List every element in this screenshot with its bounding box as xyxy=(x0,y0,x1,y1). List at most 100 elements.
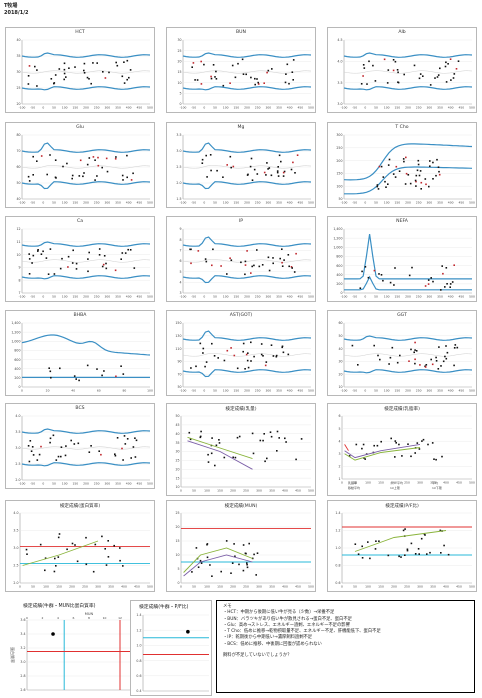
chart-pf-ratio: 1.4 1.2 1.0 0.8 0.6 0 50 100 150 200 250 300 350 400 4… xyxy=(327,500,477,592)
tick-label: 15 xyxy=(175,539,179,543)
tick-label: 50 xyxy=(338,334,342,338)
tick-label: 0 xyxy=(177,581,179,585)
data-point xyxy=(238,435,241,438)
tick-label: 0 xyxy=(341,585,343,589)
data-point xyxy=(410,348,412,351)
data-point xyxy=(440,365,442,367)
data-point xyxy=(246,562,248,564)
data-point xyxy=(403,73,405,76)
data-point xyxy=(100,453,102,456)
data-point xyxy=(234,456,237,459)
data-point xyxy=(249,165,252,168)
tick-label: 12 xyxy=(118,616,122,620)
tick-label: 0 xyxy=(42,201,44,205)
data-point xyxy=(380,274,383,276)
tick-label: 50 xyxy=(213,389,217,393)
chart-title: 検定成績(蛋白質率) xyxy=(59,504,101,509)
legend-label: 1σ下限 xyxy=(432,485,442,490)
tick-label: 150 xyxy=(56,585,62,589)
data-point xyxy=(127,248,129,251)
tick-label: 200 xyxy=(391,481,397,485)
tick-label: 150 xyxy=(336,172,342,176)
data-point xyxy=(71,174,74,177)
data-point xyxy=(114,453,116,455)
data-point xyxy=(427,283,430,285)
data-point xyxy=(433,458,435,460)
tick-label: 350 xyxy=(430,481,436,485)
tick-label: 100 xyxy=(365,481,371,485)
data-point xyxy=(236,367,239,370)
tick-label: 400 xyxy=(126,201,132,205)
data-point xyxy=(437,74,440,76)
tick-label: 2 xyxy=(338,465,340,469)
data-point xyxy=(348,455,351,457)
data-point xyxy=(420,537,423,540)
tick-label: 200 xyxy=(83,295,89,299)
data-point xyxy=(428,185,430,188)
data-point xyxy=(439,529,442,532)
data-point xyxy=(361,557,364,559)
data-point xyxy=(431,363,434,366)
tick-label: 400 xyxy=(287,389,293,393)
tick-label: -50 xyxy=(30,201,35,205)
tick-label: 25 xyxy=(175,459,179,463)
tick-label: 250 xyxy=(416,295,422,299)
data-point xyxy=(400,556,402,558)
tick-label: 250 xyxy=(255,106,261,110)
data-point xyxy=(264,460,266,463)
data-point xyxy=(86,364,89,367)
data-point xyxy=(300,438,303,440)
tick-label: 0.8 xyxy=(136,659,141,663)
data-point xyxy=(282,351,285,354)
memo-title: メモ xyxy=(223,604,232,609)
data-point xyxy=(57,556,60,558)
chart-alb-svg: 4.5 4.0 3.5 3.0-100 -50 0 50 100 150 200 250 300 350… xyxy=(337,38,475,110)
data-point xyxy=(285,441,287,443)
tick-label: 4 xyxy=(57,616,59,620)
data-point xyxy=(276,170,279,172)
tick-label: 500 xyxy=(147,295,153,299)
trend-line xyxy=(22,540,99,566)
tick-label: 100 xyxy=(384,389,390,393)
tick-label: 300 xyxy=(426,106,432,110)
chart-title: Ca xyxy=(76,219,84,224)
data-point xyxy=(250,360,252,362)
data-point xyxy=(440,289,442,291)
tick-label: 450 xyxy=(297,295,303,299)
data-point xyxy=(209,564,211,566)
tick-label: 350 xyxy=(276,106,282,110)
data-point xyxy=(27,83,30,85)
data-point xyxy=(60,455,62,458)
data-point xyxy=(397,81,400,84)
data-point xyxy=(409,182,412,185)
tick-label: -50 xyxy=(30,106,35,110)
data-point xyxy=(435,174,437,177)
data-point xyxy=(199,436,202,439)
data-point xyxy=(68,67,70,69)
tick-label: 50 xyxy=(52,201,56,205)
data-point xyxy=(105,157,108,160)
tick-label: 10 xyxy=(175,553,179,557)
tick-label: 250 xyxy=(255,295,261,299)
tick-label: 3.0 xyxy=(20,660,25,664)
chart-ip: 9 8 7 6 5 4 3 -100 -50 0 50 100 150 200 250 300 350 400 45… xyxy=(166,216,316,302)
data-point xyxy=(29,440,32,442)
tick-label: -100 xyxy=(19,482,26,486)
tick-label: 150 xyxy=(72,201,78,205)
upper-band-line xyxy=(343,52,473,58)
tick-label: 300 xyxy=(265,295,271,299)
data-point xyxy=(226,273,228,275)
data-point xyxy=(416,442,419,444)
data-point xyxy=(276,171,279,174)
tick-label: 60 xyxy=(97,389,101,393)
data-point xyxy=(266,457,268,460)
data-point xyxy=(210,169,212,172)
data-point xyxy=(281,346,283,349)
lower-band-line xyxy=(21,462,151,467)
data-point xyxy=(414,452,416,454)
data-point xyxy=(290,266,293,268)
data-point xyxy=(103,370,105,372)
tick-label: 200 xyxy=(405,201,411,205)
data-point xyxy=(115,61,117,64)
data-point xyxy=(374,80,377,82)
